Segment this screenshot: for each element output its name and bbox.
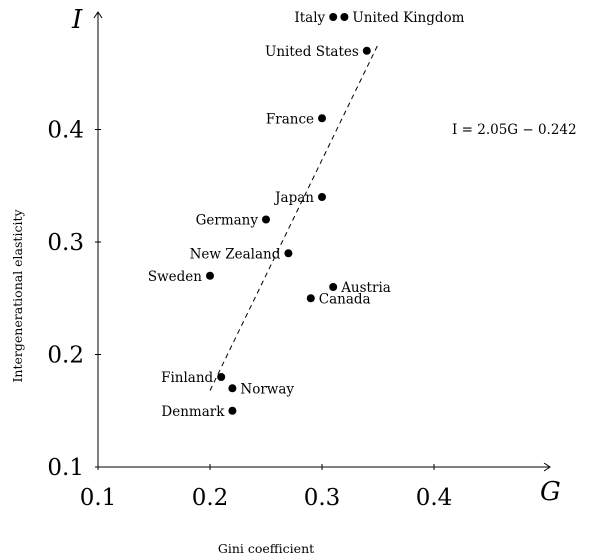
- point-norway: [228, 384, 237, 393]
- point-denmark: [228, 406, 237, 415]
- point-austria: [329, 283, 338, 291]
- point-germany: [262, 215, 270, 224]
- y-axis-title: Intergenerational elasticity: [10, 209, 25, 383]
- point-united-states: [362, 46, 371, 55]
- y-tick-label: 0.1: [47, 455, 84, 481]
- y-axis-arrow: [93, 11, 103, 19]
- y-tick-label: 0.3: [47, 230, 84, 256]
- x-axis-symbol: G: [540, 477, 561, 507]
- point-label-finland: Finland: [161, 370, 213, 386]
- point-finland: [217, 373, 226, 381]
- point-sweden: [206, 271, 214, 280]
- point-label-austria: Austria: [340, 280, 391, 296]
- point-label-france: France: [266, 111, 314, 127]
- point-label-united-kingdom: United Kingdom: [352, 10, 464, 26]
- ticks-group: 0.1 0.2 0.3 0.4 0.1 0.2 0.3 0.4: [47, 118, 452, 512]
- point-label-denmark: Denmark: [161, 404, 225, 420]
- fit-equation: I = 2.05G − 0.242: [452, 122, 577, 138]
- fit-line-group: [209, 44, 379, 391]
- x-axis-title: Gini coefficient: [218, 541, 314, 556]
- point-new-zealand: [284, 249, 293, 258]
- point-label-norway: Norway: [240, 381, 294, 397]
- point-france: [318, 114, 326, 123]
- y-tick-label: 0.4: [47, 118, 84, 144]
- point-canada: [306, 294, 315, 303]
- point-italy: [329, 13, 338, 21]
- point-label-germany: Germany: [196, 213, 259, 229]
- point-united-kingdom: [340, 13, 349, 21]
- point-label-italy: Italy: [294, 10, 325, 26]
- point-japan: [318, 193, 326, 201]
- point-label-new-zealand: New Zealand: [190, 246, 281, 262]
- y-axis-symbol: I: [71, 5, 83, 35]
- y-tick-label: 0.2: [47, 343, 84, 369]
- points-group: Italy United Kingdom United States France Ja…: [148, 10, 465, 420]
- point-label-sweden: Sweden: [148, 269, 202, 285]
- point-label-united-states: United States: [265, 44, 359, 60]
- x-axis-arrow: [543, 462, 551, 472]
- fit-line: [209, 44, 379, 391]
- x-tick-label: 0.1: [80, 485, 117, 511]
- point-label-canada: Canada: [319, 291, 371, 307]
- x-tick-label: 0.2: [192, 485, 229, 511]
- x-tick-label: 0.3: [304, 485, 341, 511]
- point-label-japan: Japan: [273, 190, 314, 206]
- x-tick-label: 0.4: [416, 485, 453, 511]
